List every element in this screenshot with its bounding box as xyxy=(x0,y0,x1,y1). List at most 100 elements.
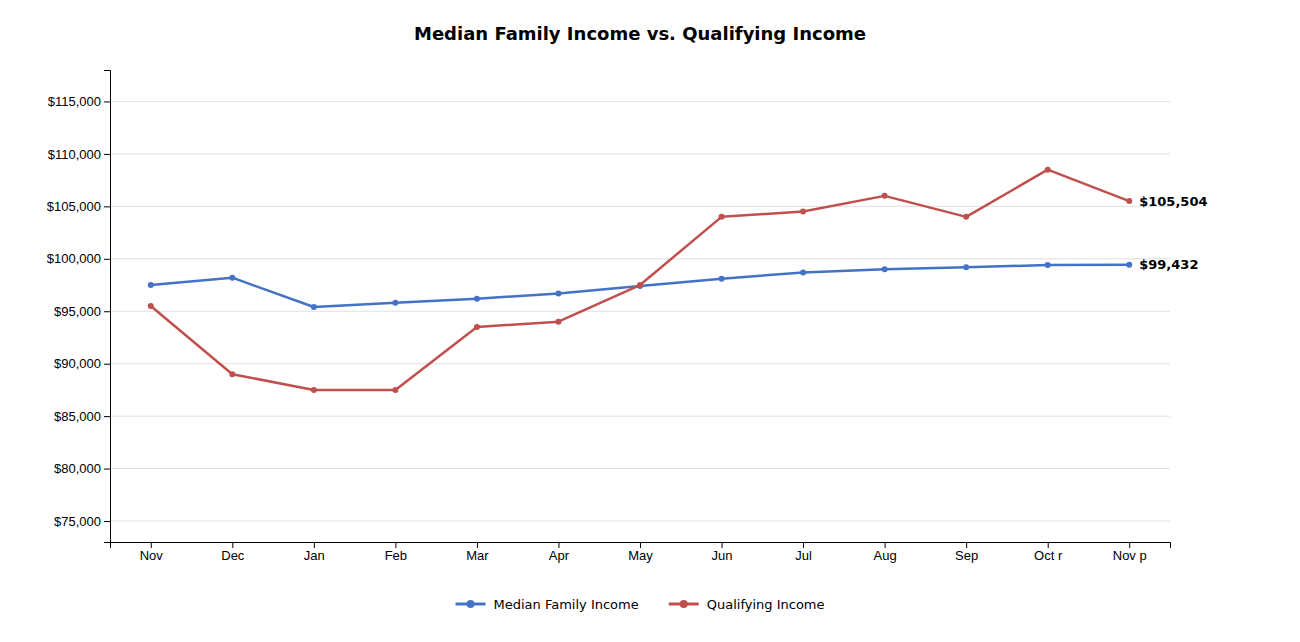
tick: Jun xyxy=(712,542,733,563)
tick: $105,000 xyxy=(47,199,110,214)
point xyxy=(392,387,398,393)
point xyxy=(1045,167,1051,173)
tick-mark xyxy=(1129,542,1130,548)
tick: Aug xyxy=(874,542,897,563)
point xyxy=(719,276,725,282)
tick-mark xyxy=(232,542,233,548)
tick-label: Nov p xyxy=(1113,548,1147,563)
point xyxy=(311,304,317,310)
point xyxy=(555,290,561,296)
legend-item: Median Family Income xyxy=(456,597,639,612)
tick: Nov xyxy=(140,542,164,563)
tick-mark xyxy=(314,542,315,548)
annotation: $105,504 xyxy=(1139,194,1207,209)
tick-label: $85,000 xyxy=(54,409,101,424)
tick: Feb xyxy=(385,542,407,563)
tick-label: Apr xyxy=(549,548,570,563)
annotation: $99,432 xyxy=(1139,257,1198,272)
point xyxy=(1126,198,1132,204)
point xyxy=(882,193,888,199)
tick-label: Dec xyxy=(221,548,245,563)
point xyxy=(148,282,154,288)
grid-line xyxy=(110,363,1170,364)
tick-label: $105,000 xyxy=(47,199,101,214)
tick-mark xyxy=(803,542,804,548)
legend-item: Qualifying Income xyxy=(669,597,825,612)
grid-line xyxy=(110,101,1170,102)
tick: Sep xyxy=(955,542,978,563)
grid-line xyxy=(110,468,1170,469)
grid-line xyxy=(110,258,1170,259)
tick: $90,000 xyxy=(54,356,110,371)
point xyxy=(229,371,235,377)
point xyxy=(148,303,154,309)
tick: $100,000 xyxy=(47,251,110,266)
tick-label: $90,000 xyxy=(54,356,101,371)
point xyxy=(392,300,398,306)
point xyxy=(1126,262,1132,268)
grid-line xyxy=(110,311,1170,312)
tick-label: $115,000 xyxy=(48,94,101,109)
x-axis: NovDecJanFebMarAprMayJunJulAugSepOct rNo… xyxy=(111,542,1171,563)
line xyxy=(151,170,1129,390)
tick: Oct r xyxy=(1034,542,1063,563)
annotations: $105,504 $99,432 xyxy=(1139,194,1207,273)
y-axis: $75,000 $80,000 $85,000 $90,000 $95,000 $100,… xyxy=(47,71,111,543)
point xyxy=(474,296,480,302)
tick-mark xyxy=(104,311,110,312)
grid-line xyxy=(110,153,1170,154)
tick-label: Mar xyxy=(466,548,489,563)
tick-label: May xyxy=(628,548,653,563)
tick-mark xyxy=(104,521,110,522)
legend-marker xyxy=(467,600,475,608)
tick-label: Nov xyxy=(140,548,164,563)
tick-mark xyxy=(885,542,886,548)
tick-mark xyxy=(640,542,641,548)
tick-mark xyxy=(104,259,110,260)
tick-mark xyxy=(104,206,110,207)
point xyxy=(882,266,888,272)
tick-label: Feb xyxy=(385,548,407,563)
point xyxy=(963,214,969,220)
tick: Mar xyxy=(466,542,489,563)
tick-mark xyxy=(104,469,110,470)
grid-line xyxy=(110,521,1170,522)
title: Median Family Income vs. Qualifying Inco… xyxy=(414,23,866,44)
tick-label: Oct r xyxy=(1034,548,1063,563)
tick: $95,000 xyxy=(54,304,110,319)
point xyxy=(963,264,969,270)
tick-label: $100,000 xyxy=(47,251,101,266)
tick-label: Jun xyxy=(712,548,733,563)
tick: $75,000 xyxy=(54,514,110,529)
point xyxy=(229,275,235,281)
tick-mark xyxy=(1048,542,1049,548)
tick-mark xyxy=(104,364,110,365)
tick: $80,000 xyxy=(54,461,110,476)
tick: Nov p xyxy=(1113,542,1147,563)
tick: Apr xyxy=(549,542,570,563)
grid-line xyxy=(110,416,1170,417)
point xyxy=(311,387,317,393)
grid xyxy=(110,101,1170,521)
tick-mark xyxy=(395,542,396,548)
legend-marker xyxy=(680,600,688,608)
legend: Median Family Income Qualifying Income xyxy=(456,597,825,612)
point xyxy=(555,319,561,325)
point xyxy=(474,324,480,330)
point xyxy=(800,209,806,215)
tick-mark xyxy=(104,101,110,102)
tick-mark xyxy=(104,154,110,155)
tick: $85,000 xyxy=(54,409,110,424)
tick-mark xyxy=(151,542,152,548)
tick-mark xyxy=(477,542,478,548)
chart: $75,000 $80,000 $85,000 $90,000 $95,000 $100,… xyxy=(0,0,1300,642)
point xyxy=(719,214,725,220)
legend-label: Qualifying Income xyxy=(707,597,825,612)
point xyxy=(1045,262,1051,268)
plot-area: $75,000 $80,000 $85,000 $90,000 $95,000 $100,… xyxy=(47,71,1208,564)
tick: May xyxy=(628,542,653,563)
tick-label: $75,000 xyxy=(54,514,101,529)
tick-label: Jul xyxy=(795,548,812,563)
tick-label: Aug xyxy=(874,548,897,563)
axis-line xyxy=(104,71,111,543)
